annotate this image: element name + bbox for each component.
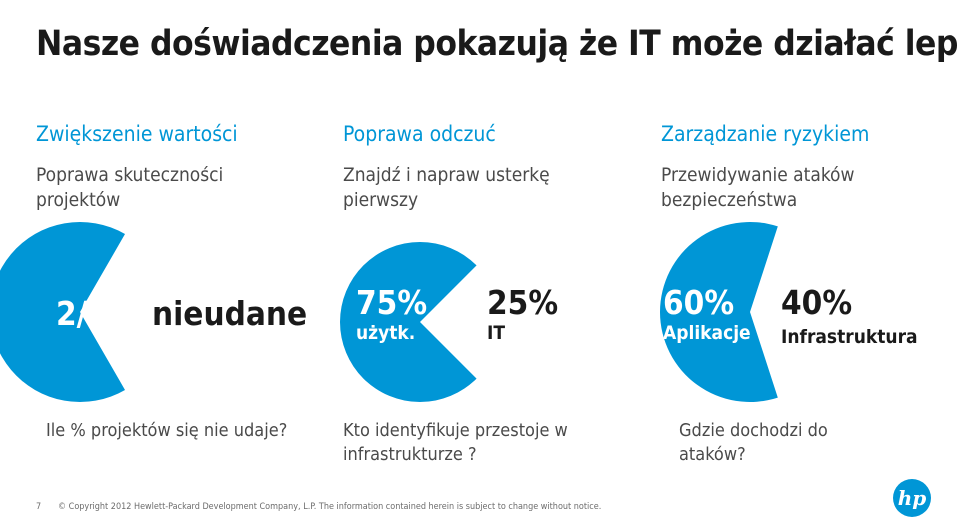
- column-subtitle-value: Poprawa skuteczności projektów: [36, 164, 224, 211]
- column-heading-experience: Poprawa odczuć: [343, 122, 496, 146]
- hp-logo-text: hp: [898, 486, 927, 510]
- pie-chart-failed-projects: [0, 222, 126, 403]
- pie-label-users-pct: 75%: [356, 283, 428, 322]
- question-downtime: Kto identyfikuje przestoje w infrastrukt…: [343, 420, 568, 465]
- column-heading-risk: Zarządzanie ryzykiem: [661, 122, 870, 146]
- hp-logo-icon: hp: [893, 479, 931, 517]
- question-projects: Ile % projektów się nie udaje?: [46, 420, 288, 441]
- pie-slice-applications: [660, 222, 778, 402]
- column-heading-value: Zwiększenie wartości: [36, 122, 238, 146]
- pie-slice-failed: [0, 222, 126, 403]
- page-title: Nasze doświadczenia pokazują że IT może …: [36, 24, 960, 64]
- pie-label-users: użytk.: [356, 322, 416, 344]
- pie-label-apps-pct: 60%: [663, 283, 735, 322]
- pie-label-two-thirds: 2/3: [56, 294, 109, 333]
- pie-slice-users: [340, 242, 477, 402]
- pie-label-it: IT: [487, 322, 506, 344]
- copyright-notice: © Copyright 2012 Hewlett-Packard Develop…: [58, 502, 602, 512]
- pie-label-failed: nieudane: [152, 294, 308, 333]
- pie-label-infra: Infrastruktura: [781, 326, 918, 348]
- pie-label-it-pct: 25%: [487, 283, 559, 322]
- column-subtitle-risk: Przewidywanie ataków bezpieczeństwa: [661, 164, 855, 211]
- pie-label-apps: Aplikacje: [663, 322, 751, 344]
- question-attacks: Gdzie dochodzi do ataków?: [679, 420, 828, 465]
- column-subtitle-experience: Znajdź i napraw usterkę pierwszy: [343, 164, 550, 211]
- pie-chart-downtime: [340, 242, 477, 402]
- pie-chart-attacks: [660, 222, 778, 402]
- pie-label-infra-pct: 40%: [781, 283, 853, 322]
- page-number: 7: [36, 502, 42, 512]
